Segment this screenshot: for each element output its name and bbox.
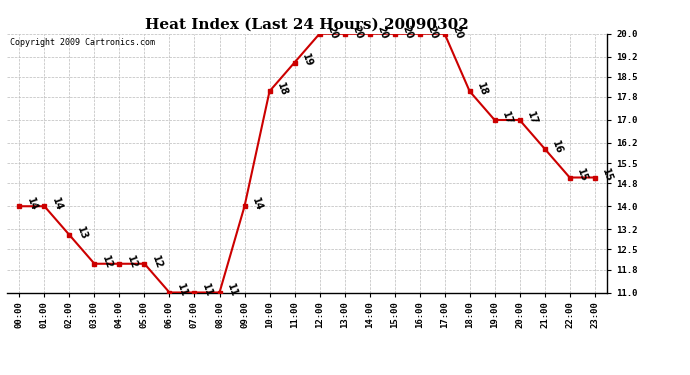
Text: 17: 17 bbox=[525, 110, 539, 126]
Text: 16: 16 bbox=[550, 139, 564, 155]
Text: 11: 11 bbox=[200, 282, 214, 298]
Title: Heat Index (Last 24 Hours) 20090302: Heat Index (Last 24 Hours) 20090302 bbox=[145, 17, 469, 31]
Text: 20: 20 bbox=[350, 24, 364, 40]
Text: 15: 15 bbox=[575, 168, 589, 184]
Text: 20: 20 bbox=[450, 24, 464, 40]
Text: 12: 12 bbox=[125, 254, 139, 270]
Text: 15: 15 bbox=[600, 168, 614, 184]
Text: 18: 18 bbox=[475, 81, 489, 98]
Text: 12: 12 bbox=[100, 254, 114, 270]
Text: 17: 17 bbox=[500, 110, 514, 126]
Text: Copyright 2009 Cartronics.com: Copyright 2009 Cartronics.com bbox=[10, 38, 155, 46]
Text: 20: 20 bbox=[425, 24, 439, 40]
Text: 14: 14 bbox=[50, 196, 64, 212]
Text: 14: 14 bbox=[250, 196, 264, 212]
Text: 19: 19 bbox=[300, 53, 314, 69]
Text: 14: 14 bbox=[25, 196, 39, 212]
Text: 11: 11 bbox=[225, 282, 239, 298]
Text: 20: 20 bbox=[375, 24, 389, 40]
Text: 12: 12 bbox=[150, 254, 164, 270]
Text: 20: 20 bbox=[325, 24, 339, 40]
Text: 20: 20 bbox=[400, 24, 414, 40]
Text: 11: 11 bbox=[175, 282, 189, 298]
Text: 18: 18 bbox=[275, 81, 289, 98]
Text: 13: 13 bbox=[75, 225, 89, 241]
